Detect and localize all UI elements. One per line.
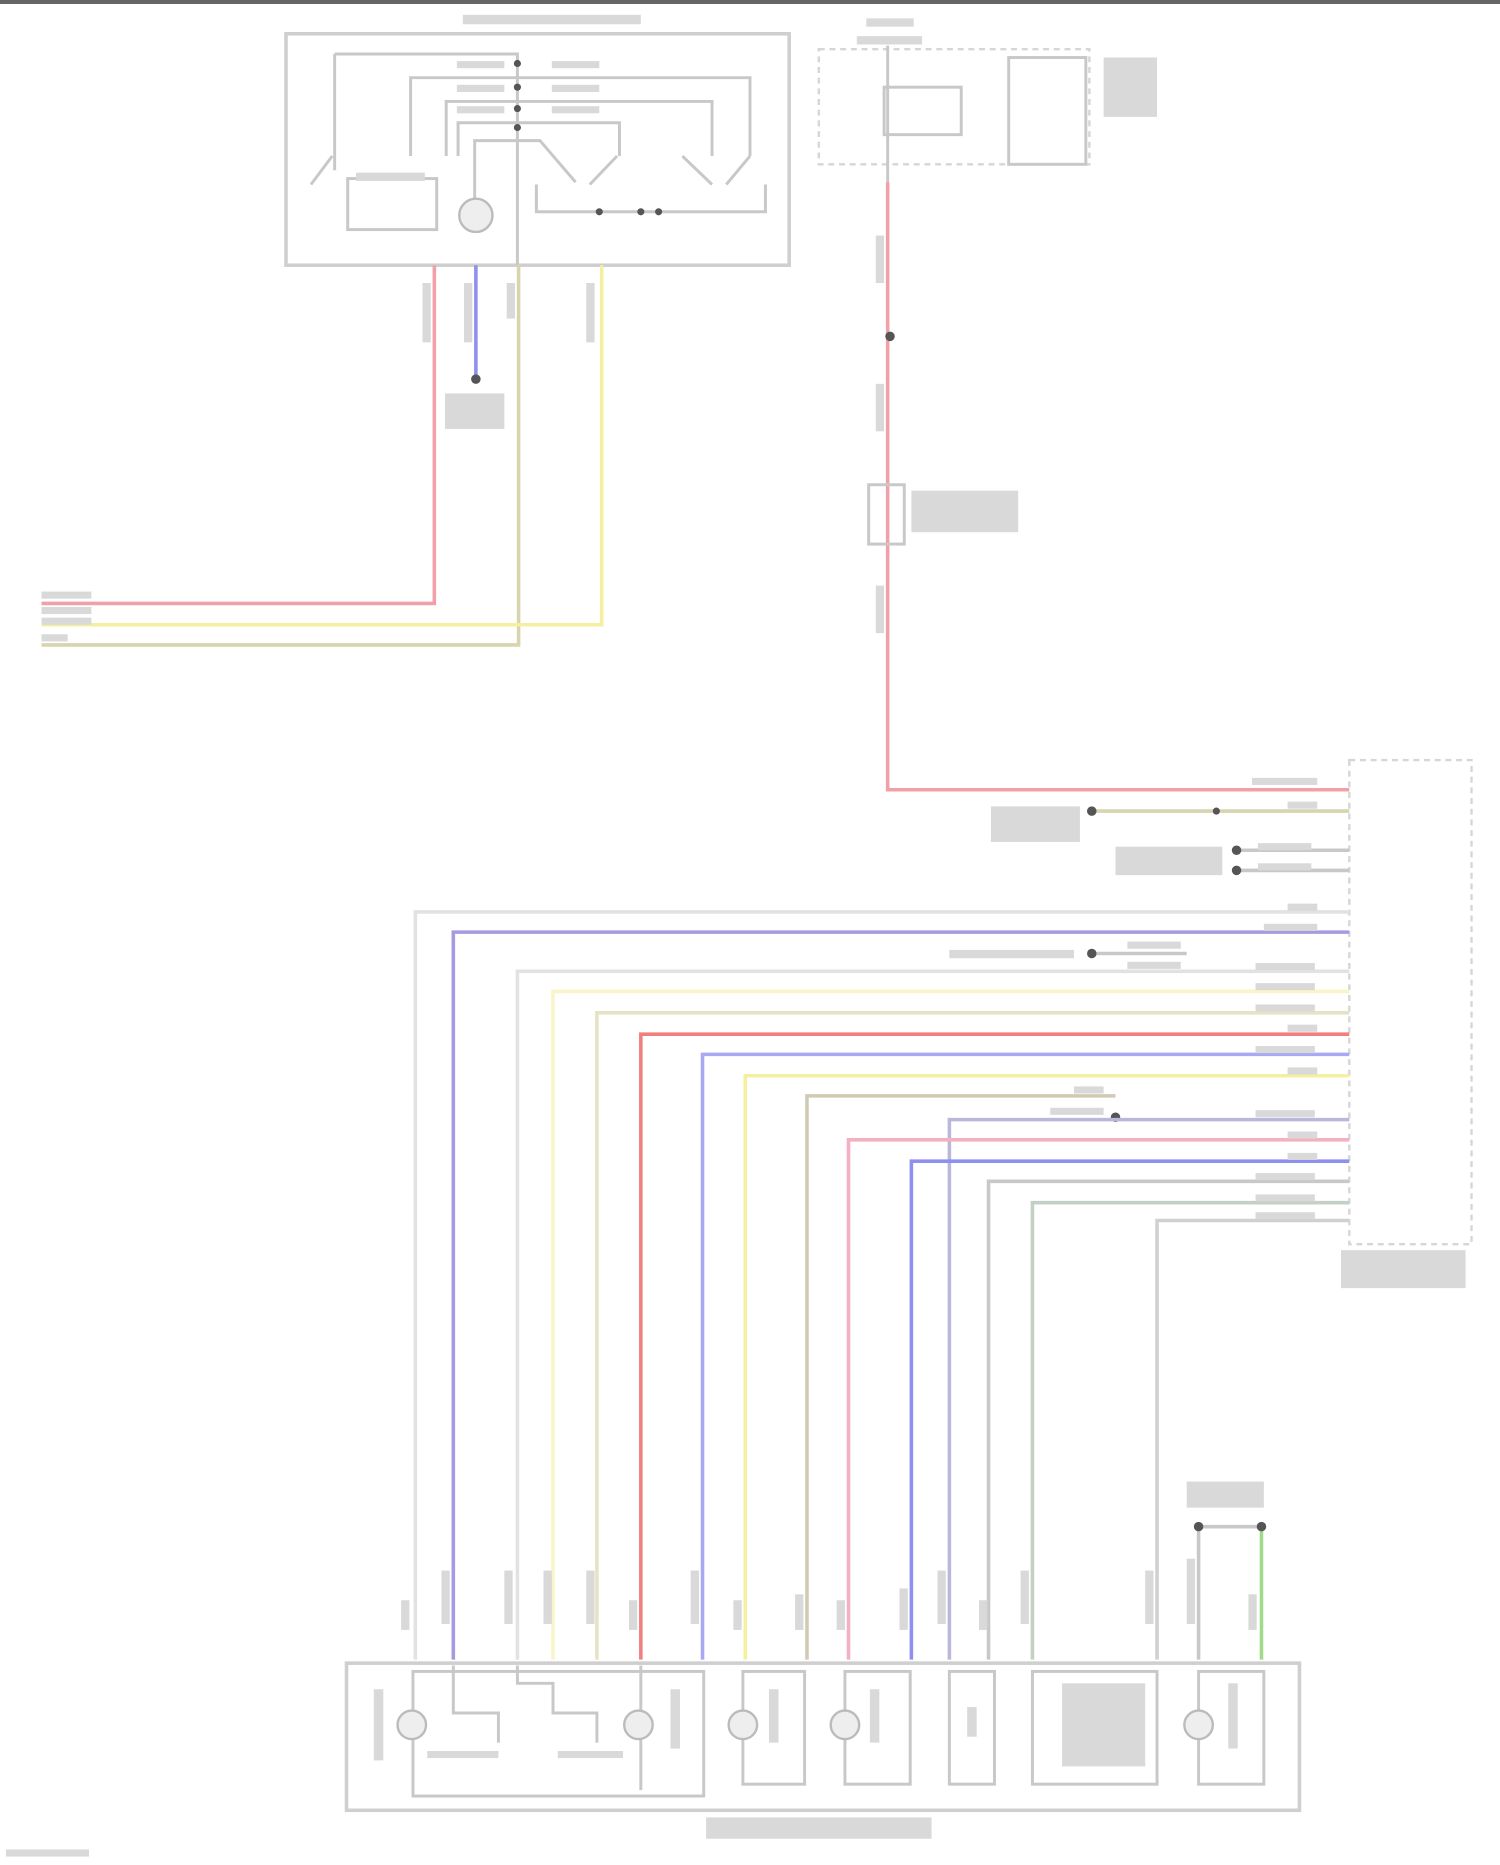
wire-lightgray-1: [413, 910, 1350, 1660]
switch-splice-dots: [513, 59, 663, 216]
relay-panel-subtitle: [856, 36, 923, 45]
seat-assembly-label: [706, 1817, 932, 1839]
relay-panel-box: [817, 48, 1091, 166]
motor-icon: [623, 1709, 654, 1741]
wire-graygreen: [1030, 1200, 1350, 1660]
wire-ground-gray: [1196, 1524, 1262, 1660]
ground-splice-label: [445, 393, 505, 429]
wire-label: [875, 235, 885, 283]
fuse-sub-box: [1007, 56, 1088, 166]
ground-splice-dot: [471, 374, 481, 384]
wire-label: [875, 585, 885, 634]
motor-label: [670, 1689, 680, 1749]
mirror-switch-box: [284, 32, 791, 267]
motor-icon: [829, 1709, 861, 1741]
splice-dot: [1231, 865, 1242, 876]
motor-sub-label: [427, 1750, 499, 1759]
switch-contact: [309, 52, 519, 266]
splice-label: [1115, 846, 1223, 876]
wire-blue-1: [700, 1052, 1350, 1660]
switch-wire-label: [456, 84, 505, 92]
wire-pink-power: [885, 182, 1350, 792]
motor-icon: [1183, 1709, 1215, 1741]
relay-panel-note: [1103, 57, 1158, 117]
wire-lightgray-2: [515, 969, 1350, 1660]
wire-yellow-switch: [41, 265, 604, 627]
switch-wire-label: [551, 84, 600, 92]
wire-pink-switch: [41, 265, 437, 606]
switch-wire-label: [551, 106, 600, 114]
switch-wire-label: [551, 61, 600, 69]
wire-end-label: [41, 634, 68, 642]
switch-internal-wiring: [409, 76, 767, 214]
in-line-connector-label: [911, 490, 1019, 533]
motor-icon: [396, 1709, 428, 1741]
wire-tan-switch: [41, 265, 521, 647]
wire-gray-3: [1155, 1218, 1350, 1660]
motor-label: [768, 1689, 779, 1743]
wiring-diagram: [5, 14, 1473, 1857]
wire-tan-2: [595, 1011, 1350, 1660]
mirror-switch-title: [462, 14, 641, 25]
relay-panel-title: [866, 18, 914, 27]
wire-violet: [451, 930, 1350, 1660]
motor-label: [869, 1689, 880, 1743]
sensor-label: [967, 1707, 977, 1737]
motor-icon: [727, 1709, 759, 1741]
switch-sub-box: [346, 177, 439, 232]
wire-end-label: [41, 591, 92, 599]
ground-label: [1186, 1481, 1264, 1508]
seat-internal-wiring: [451, 1665, 643, 1791]
wire-end-label: [41, 606, 92, 615]
in-line-connector: [867, 483, 906, 546]
ground-dot: [1256, 1521, 1267, 1532]
splice-dot: [1087, 806, 1097, 816]
heater-label: [1062, 1683, 1146, 1767]
relay-panel: [817, 18, 1158, 183]
wire-label: [464, 282, 473, 343]
wire-label: [586, 282, 595, 343]
splice-dot: [1087, 948, 1097, 959]
motor-sub-label: [557, 1750, 624, 1759]
power-seat-assembly: [344, 1661, 1302, 1839]
motor-label: [1228, 1683, 1238, 1749]
power-splice-dot: [885, 331, 895, 342]
switch-sub-label: [356, 172, 425, 181]
wire-yellow: [743, 1073, 1350, 1660]
wire-label: [506, 282, 516, 319]
mirror-switch: [284, 14, 791, 267]
wire-label: [875, 383, 885, 432]
module-pin-labels: [1050, 777, 1318, 1220]
switch-indicator-lamp: [458, 197, 494, 234]
control-module: [1340, 758, 1473, 1289]
relay-sub-box: [882, 85, 963, 137]
wire-red: [639, 1032, 1350, 1660]
control-module-label: [1340, 1250, 1466, 1289]
splice-label: [949, 949, 1074, 959]
wire-lightyellow: [551, 989, 1350, 1660]
wire-tan-3: [805, 1094, 1116, 1660]
seat-sensor: [947, 1669, 996, 1786]
control-module-box: [1348, 758, 1473, 1246]
seat-heater: [1030, 1669, 1159, 1786]
seat-pin-labels: [401, 1558, 1257, 1630]
seat-assembly-box: [344, 1661, 1302, 1813]
wire-end-label: [41, 617, 92, 625]
wire-pink-2: [846, 1138, 1350, 1660]
wire-blue-2: [909, 1159, 1350, 1660]
switch-wire-label: [456, 61, 505, 69]
motor-label: [373, 1689, 384, 1761]
seat-motor-group-1: [411, 1669, 706, 1798]
splice-dot: [1212, 807, 1220, 815]
ground-dot: [1193, 1521, 1204, 1532]
splice-dot: [1231, 845, 1242, 855]
splice-label: [990, 806, 1080, 842]
wire-label: [422, 282, 431, 343]
footer-watermark: [5, 1849, 90, 1857]
switch-wire-label: [456, 106, 505, 114]
wire-gray: [986, 1179, 1350, 1660]
wire-bluegray: [947, 1117, 1350, 1660]
